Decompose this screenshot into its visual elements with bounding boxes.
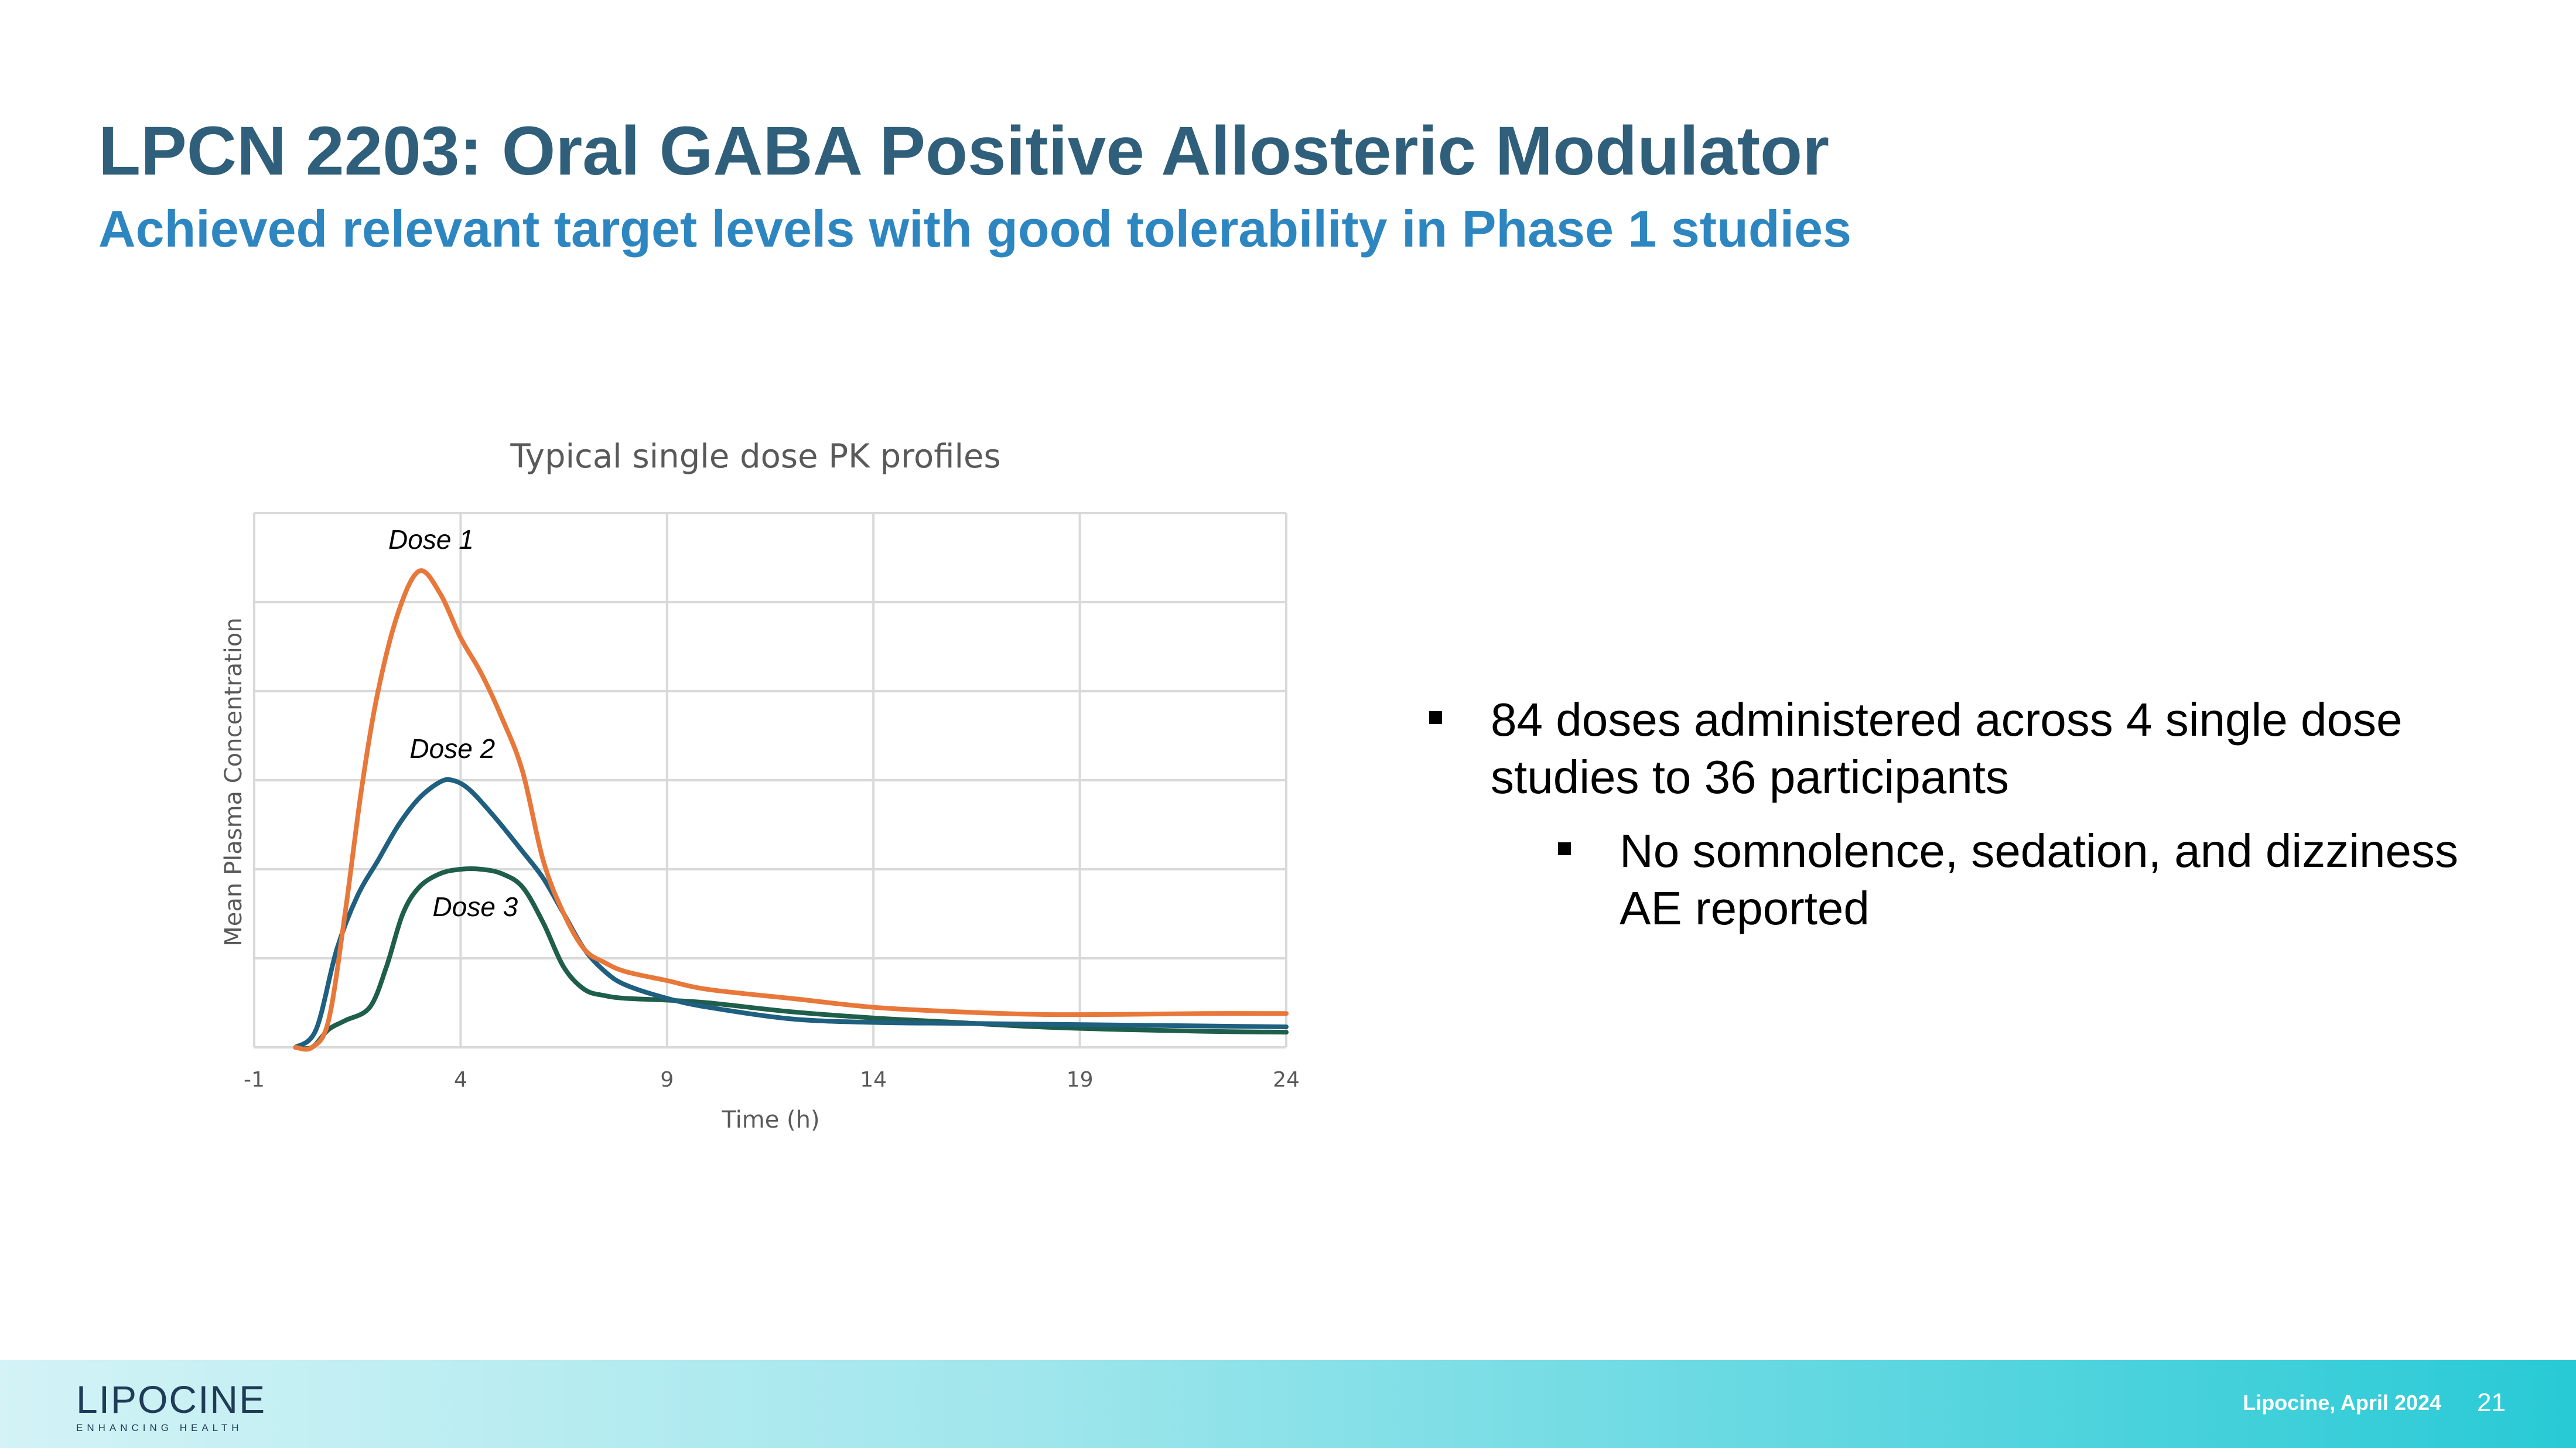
chart-title: Typical single dose PK profiles (510, 438, 1000, 476)
sub-bullet-text: No somnolence, sedation, and dizziness A… (1620, 825, 2458, 934)
bullet-text: 84 doses administered across 4 single do… (1491, 694, 2403, 803)
x-tick-label: 4 (454, 1068, 467, 1092)
square-bullet-icon (1429, 711, 1442, 724)
x-axis-ticks: -1 4 9 14 19 24 (244, 1068, 1300, 1092)
slide-title: LPCN 2203: Oral GABA Positive Allosteric… (98, 112, 1830, 190)
series-annotations: Dose 1 Dose 2 Dose 3 (388, 524, 518, 922)
x-axis-label: Time (h) (721, 1107, 819, 1133)
y-axis-label: Mean Plasma Concentration (220, 617, 247, 946)
chart-series (293, 568, 1289, 1052)
x-tick-label: 24 (1273, 1068, 1300, 1092)
bullet-item: 84 doses administered across 4 single do… (1429, 691, 2483, 806)
bullet-list: 84 doses administered across 4 single do… (1429, 691, 2483, 937)
logo-tagline: ENHANCING HEALTH (76, 1422, 243, 1433)
sub-bullet-item: No somnolence, sedation, and dizziness A… (1558, 822, 2483, 937)
logo-wordmark: LIPOCINE (76, 1378, 267, 1421)
x-tick-label: 14 (860, 1068, 887, 1092)
footer-source: Lipocine, April 2024 (2243, 1391, 2441, 1415)
slide-subtitle: Achieved relevant target levels with goo… (98, 200, 1851, 258)
lipocine-logo: LIPOCINE ENHANCING HEALTH (76, 1380, 266, 1434)
x-tick-label: 19 (1067, 1068, 1094, 1092)
x-tick-label: -1 (244, 1068, 265, 1092)
chart-grid (253, 512, 1287, 1049)
series-line-dose-1 (293, 568, 1289, 1052)
series-annotation-dose-2: Dose 2 (409, 733, 495, 764)
square-bullet-icon (1558, 842, 1571, 855)
page-number: 21 (2477, 1388, 2506, 1417)
series-annotation-dose-3: Dose 3 (433, 892, 518, 922)
series-annotation-dose-1: Dose 1 (388, 524, 474, 555)
x-tick-label: 9 (660, 1068, 674, 1092)
footer-bar: LIPOCINE ENHANCING HEALTH Lipocine, Apri… (0, 1360, 2576, 1448)
